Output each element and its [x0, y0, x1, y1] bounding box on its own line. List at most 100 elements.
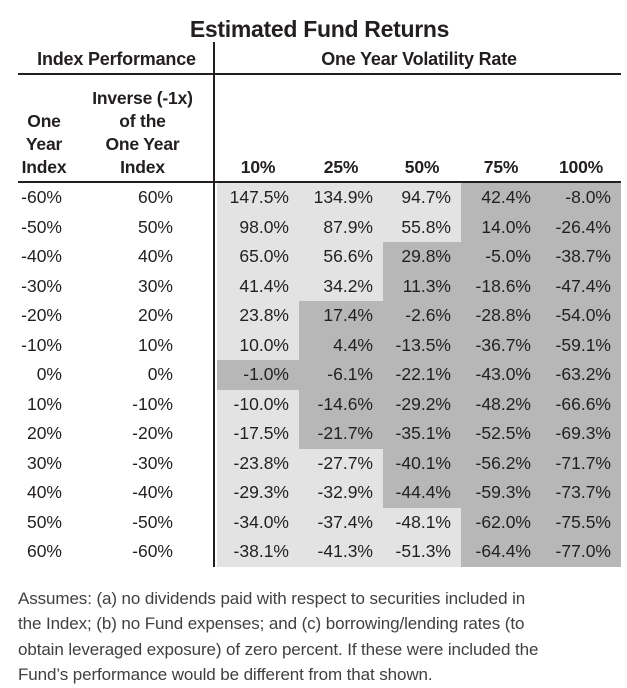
fund-return-value: 14.0%	[461, 212, 541, 242]
table-row: -10% 10% 10.0% 4.4% -13.5% -36.7% -59.1%	[18, 330, 621, 360]
fund-return-value: -18.6%	[461, 271, 541, 301]
inverse-index-value: 60%	[137, 187, 173, 208]
inverse-index-value: 30%	[137, 275, 173, 296]
inverse-index-value: -10%	[132, 393, 173, 414]
index-value: 20%	[26, 423, 62, 444]
fund-return-value: 98.0%	[217, 212, 299, 242]
table-row: 40% -40% -29.3% -32.9% -44.4% -59.3% -73.7%	[18, 478, 621, 508]
fund-return-value: -66.6%	[541, 389, 621, 419]
fund-return-value: -69.3%	[541, 419, 621, 449]
fund-return-value: -32.9%	[299, 478, 383, 508]
fund-return-value: -2.6%	[383, 301, 461, 331]
fund-return-value: -48.1%	[383, 507, 461, 537]
fund-return-value: -54.0%	[541, 301, 621, 331]
inverse-index-value: -40%	[132, 482, 173, 503]
fund-return-value: -26.4%	[541, 212, 621, 242]
table-row: -40% 40% 65.0% 56.6% 29.8% -5.0% -38.7%	[18, 242, 621, 272]
vertical-divider-line	[213, 42, 215, 567]
fund-return-value: -27.7%	[299, 448, 383, 478]
inverse-index-value: 50%	[137, 216, 173, 237]
fund-return-value: 4.4%	[299, 330, 383, 360]
fund-return-value: -29.2%	[383, 389, 461, 419]
fund-return-value: -28.8%	[461, 301, 541, 331]
page-title: Estimated Fund Returns	[189, 16, 450, 42]
table-row: 50% -50% -34.0% -37.4% -48.1% -62.0% -75.5%	[18, 507, 621, 537]
table-row: 20% -20% -17.5% -21.7% -35.1% -52.5% -69.3%	[18, 419, 621, 449]
fund-return-value: -75.5%	[541, 507, 621, 537]
fund-return-value: 56.6%	[299, 242, 383, 272]
index-value: -30%	[21, 275, 62, 296]
index-value: 50%	[26, 511, 62, 532]
fund-return-value: -56.2%	[461, 448, 541, 478]
horizontal-rule-bottom	[18, 181, 621, 183]
table-row: 0% 0% -1.0% -6.1% -22.1% -43.0% -63.2%	[18, 360, 621, 390]
fund-return-value: 65.0%	[217, 242, 299, 272]
section-header-row: Index Performance One Year Volatility Ra…	[18, 42, 621, 73]
inverse-index-column-header: Inverse (-1x) of the One Year Index	[92, 88, 193, 177]
fund-return-value: -1.0%	[217, 360, 299, 390]
fund-return-value: -40.1%	[383, 448, 461, 478]
table-row: -30% 30% 41.4% 34.2% 11.3% -18.6% -47.4%	[18, 271, 621, 301]
fund-return-value: -52.5%	[461, 419, 541, 449]
fund-return-value: -5.0%	[461, 242, 541, 272]
fund-return-value: -8.0%	[541, 183, 621, 213]
fund-return-value: -59.3%	[461, 478, 541, 508]
fund-return-value: -37.4%	[299, 507, 383, 537]
fund-return-value: 94.7%	[383, 183, 461, 213]
inverse-index-value: -30%	[132, 452, 173, 473]
one-year-index-column-header: One Year Index	[21, 111, 67, 177]
index-value: -10%	[21, 334, 62, 355]
fund-return-value: 134.9%	[299, 183, 383, 213]
index-value: -20%	[21, 305, 62, 326]
index-value: 10%	[26, 393, 62, 414]
volatility-50-column-header: 50%	[404, 157, 440, 177]
assumptions-footnote: Assumes: (a) no dividends paid with resp…	[18, 588, 539, 685]
fund-return-value: -62.0%	[461, 507, 541, 537]
index-performance-header: Index Performance	[37, 49, 196, 69]
index-value: -60%	[21, 187, 62, 208]
fund-return-value: 10.0%	[217, 330, 299, 360]
index-value: -40%	[21, 246, 62, 267]
fund-return-value: -59.1%	[541, 330, 621, 360]
fund-return-value: 23.8%	[217, 301, 299, 331]
table-row: 30% -30% -23.8% -27.7% -40.1% -56.2% -71.7%	[18, 448, 621, 478]
inverse-index-value: 20%	[137, 305, 173, 326]
fund-return-value: 87.9%	[299, 212, 383, 242]
fund-return-value: 11.3%	[383, 271, 461, 301]
horizontal-rule-top	[18, 73, 621, 75]
index-value: 40%	[26, 482, 62, 503]
volatility-100-column-header: 100%	[559, 157, 603, 177]
fund-return-value: 55.8%	[383, 212, 461, 242]
table-row: 60% -60% -38.1% -41.3% -51.3% -64.4% -77.0%	[18, 537, 621, 567]
fund-return-value: -29.3%	[217, 478, 299, 508]
inverse-index-value: -60%	[132, 541, 173, 562]
fund-return-value: -44.4%	[383, 478, 461, 508]
index-value: 30%	[26, 452, 62, 473]
fund-return-value: -13.5%	[383, 330, 461, 360]
fund-return-value: -35.1%	[383, 419, 461, 449]
volatility-25-column-header: 25%	[323, 157, 359, 177]
fund-return-value: -71.7%	[541, 448, 621, 478]
fund-return-value: -10.0%	[217, 389, 299, 419]
inverse-index-value: -20%	[132, 423, 173, 444]
fund-return-value: -73.7%	[541, 478, 621, 508]
index-value: 0%	[36, 364, 62, 385]
fund-returns-table: Index Performance One Year Volatility Ra…	[18, 42, 621, 567]
table-row: -20% 20% 23.8% 17.4% -2.6% -28.8% -54.0%	[18, 301, 621, 331]
fund-return-value: -23.8%	[217, 448, 299, 478]
fund-return-value: 34.2%	[299, 271, 383, 301]
fund-return-value: -17.5%	[217, 419, 299, 449]
fund-return-value: 29.8%	[383, 242, 461, 272]
fund-return-value: -21.7%	[299, 419, 383, 449]
fund-return-value: -48.2%	[461, 389, 541, 419]
fund-return-value: -34.0%	[217, 507, 299, 537]
table-row: 10% -10% -10.0% -14.6% -29.2% -48.2% -66.6%	[18, 389, 621, 419]
table-body: -60% 60% 147.5% 134.9% 94.7% 42.4% -8.0% -50% 50…	[18, 183, 621, 567]
volatility-75-column-header: 75%	[483, 157, 519, 177]
fund-return-value: 42.4%	[461, 183, 541, 213]
fund-return-value: -63.2%	[541, 360, 621, 390]
index-value: 60%	[26, 541, 62, 562]
table-row: -60% 60% 147.5% 134.9% 94.7% 42.4% -8.0%	[18, 183, 621, 213]
fund-return-value: -41.3%	[299, 537, 383, 567]
column-header-row: One Year Index Inverse (-1x) of the One …	[18, 75, 621, 181]
